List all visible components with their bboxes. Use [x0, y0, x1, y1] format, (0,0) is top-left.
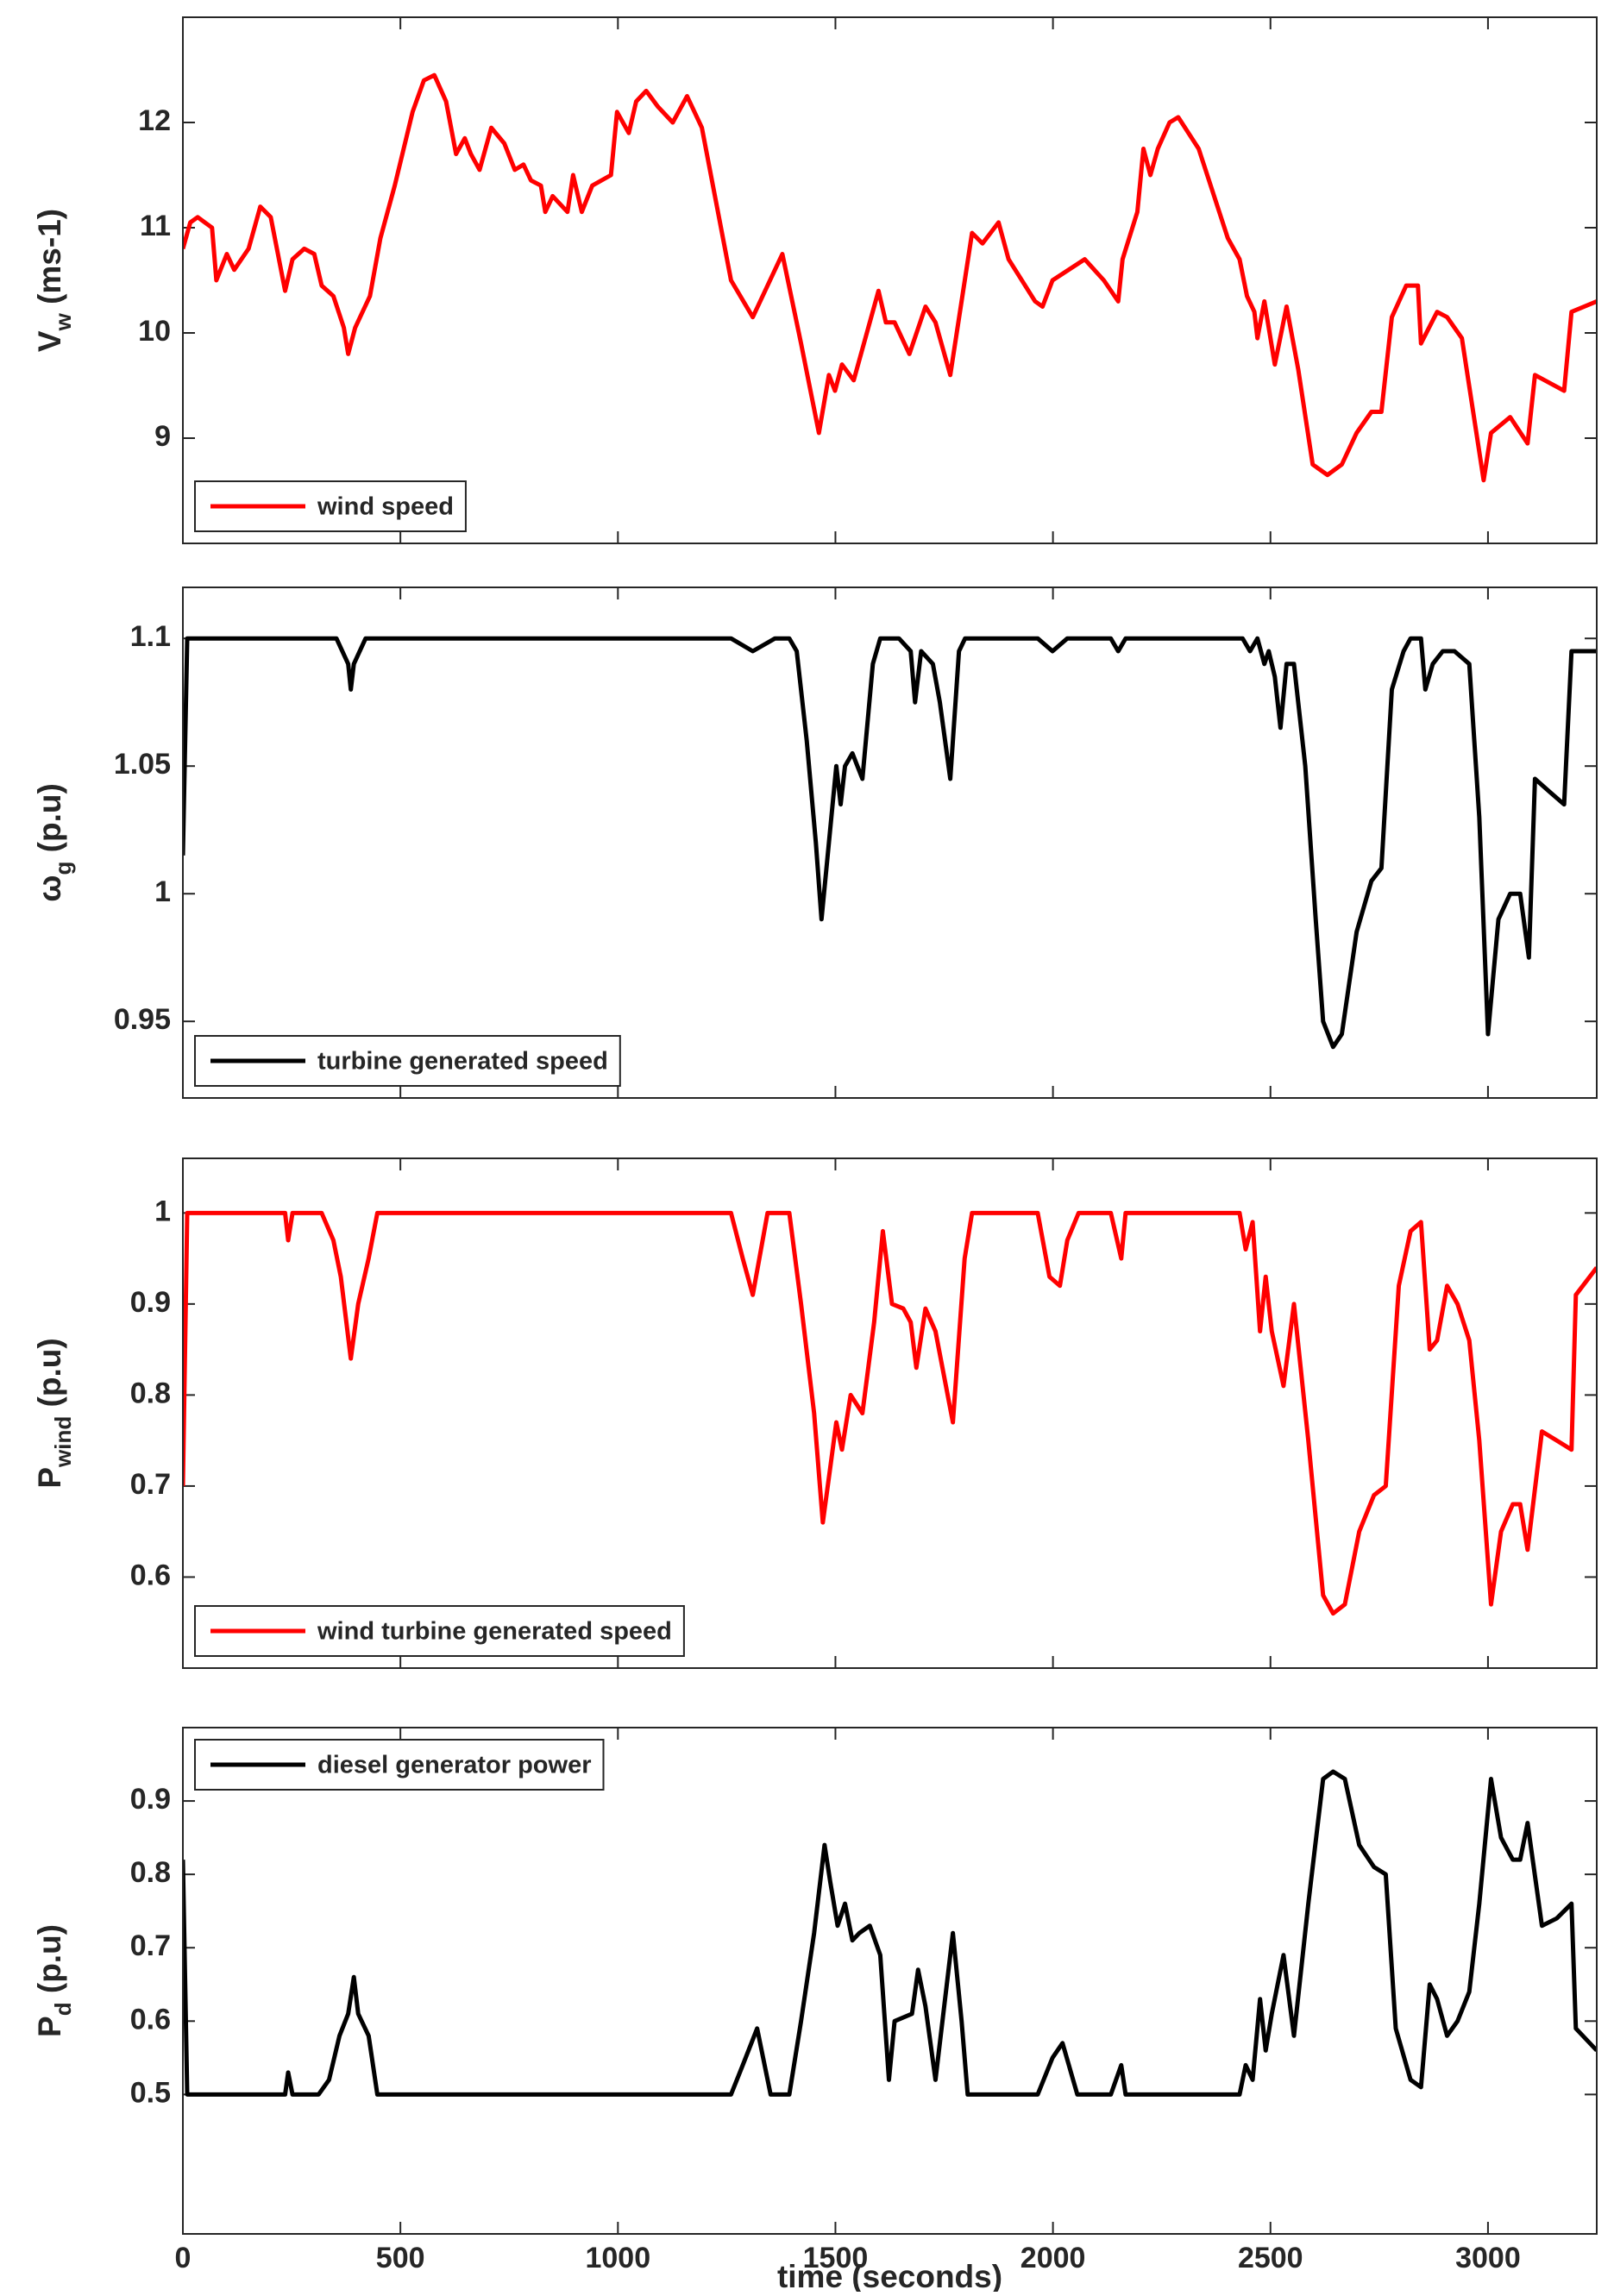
plot-area	[183, 1728, 1597, 2234]
x-tick-label: 2000	[1021, 2242, 1086, 2274]
y-label-unit: (p.u)	[32, 1924, 67, 2002]
x-tick-label: 1500	[803, 2242, 869, 2274]
y-axis-label: Pd (p.u)	[32, 1924, 76, 2037]
plot-area	[183, 17, 1597, 543]
x-tick-label: 2500	[1238, 2242, 1303, 2274]
axes-frame	[182, 587, 1598, 1099]
y-label-main: V	[32, 330, 67, 352]
y-label-unit: (p.u)	[32, 1338, 67, 1415]
y-axis-label: ωg (p.u)	[32, 783, 76, 902]
y-tick-label: 0.8	[130, 1856, 171, 1889]
legend-label: wind turbine generated speed	[317, 1618, 672, 1646]
y-label-main: ω	[32, 875, 67, 902]
axes-frame	[182, 16, 1598, 544]
axes-frame	[182, 1727, 1598, 2235]
y-tick-label: 0.5	[130, 2076, 171, 2109]
legend-label: wind speed	[317, 493, 454, 521]
y-tick-label: 1.1	[130, 620, 171, 653]
y-tick-label: 1	[154, 1195, 171, 1227]
y-label-sub: g	[50, 862, 76, 875]
y-tick-label: 10	[138, 315, 171, 348]
plot-area	[183, 1158, 1597, 1668]
y-tick-label: 0.8	[130, 1377, 171, 1409]
y-tick-label: 0.9	[130, 1286, 171, 1319]
y-tick-label: 0.9	[130, 1783, 171, 1816]
y-tick-label: 0.7	[130, 1468, 171, 1501]
y-axis-label: Pwind (p.u)	[32, 1338, 76, 1488]
y-label-main: P	[32, 2016, 67, 2037]
y-label-main: P	[32, 1467, 67, 1489]
data-line	[183, 72, 1597, 483]
y-tick-label: 0.95	[114, 1003, 171, 1036]
y-tick-label: 1.05	[114, 748, 171, 781]
y-tick-label: 0.6	[130, 2003, 171, 2036]
legend: diesel generator power	[194, 1739, 605, 1791]
axes-frame	[182, 1157, 1598, 1669]
legend-label: diesel generator power	[317, 1752, 592, 1779]
y-label-unit: (ms-1)	[32, 209, 67, 313]
data-line	[183, 1769, 1597, 2097]
legend: wind turbine generated speed	[194, 1605, 685, 1657]
data-line	[183, 636, 1597, 1050]
y-axis-label: Vw (ms-1)	[32, 209, 76, 352]
y-label-unit: (p.u)	[32, 783, 67, 861]
legend-label: turbine generated speed	[317, 1048, 608, 1076]
x-axis-label: time (seconds)	[777, 2259, 1002, 2292]
y-label-sub: d	[50, 2002, 76, 2016]
y-tick-label: 0.6	[130, 1559, 171, 1591]
legend: turbine generated speed	[194, 1035, 621, 1087]
y-tick-label: 1	[154, 875, 171, 908]
y-tick-label: 12	[138, 104, 171, 137]
y-tick-label: 9	[154, 420, 171, 453]
x-tick-label: 500	[376, 2242, 425, 2274]
y-tick-label: 11	[140, 210, 171, 242]
plot-area	[183, 587, 1597, 1098]
legend: wind speed	[194, 480, 467, 532]
x-tick-label: 0	[175, 2242, 192, 2274]
x-tick-label: 1000	[585, 2242, 650, 2274]
y-tick-label: 0.7	[130, 1929, 171, 1962]
y-label-sub: wind	[50, 1416, 76, 1468]
x-tick-label: 3000	[1455, 2242, 1521, 2274]
y-label-sub: w	[50, 312, 76, 331]
data-line	[183, 1210, 1597, 1616]
